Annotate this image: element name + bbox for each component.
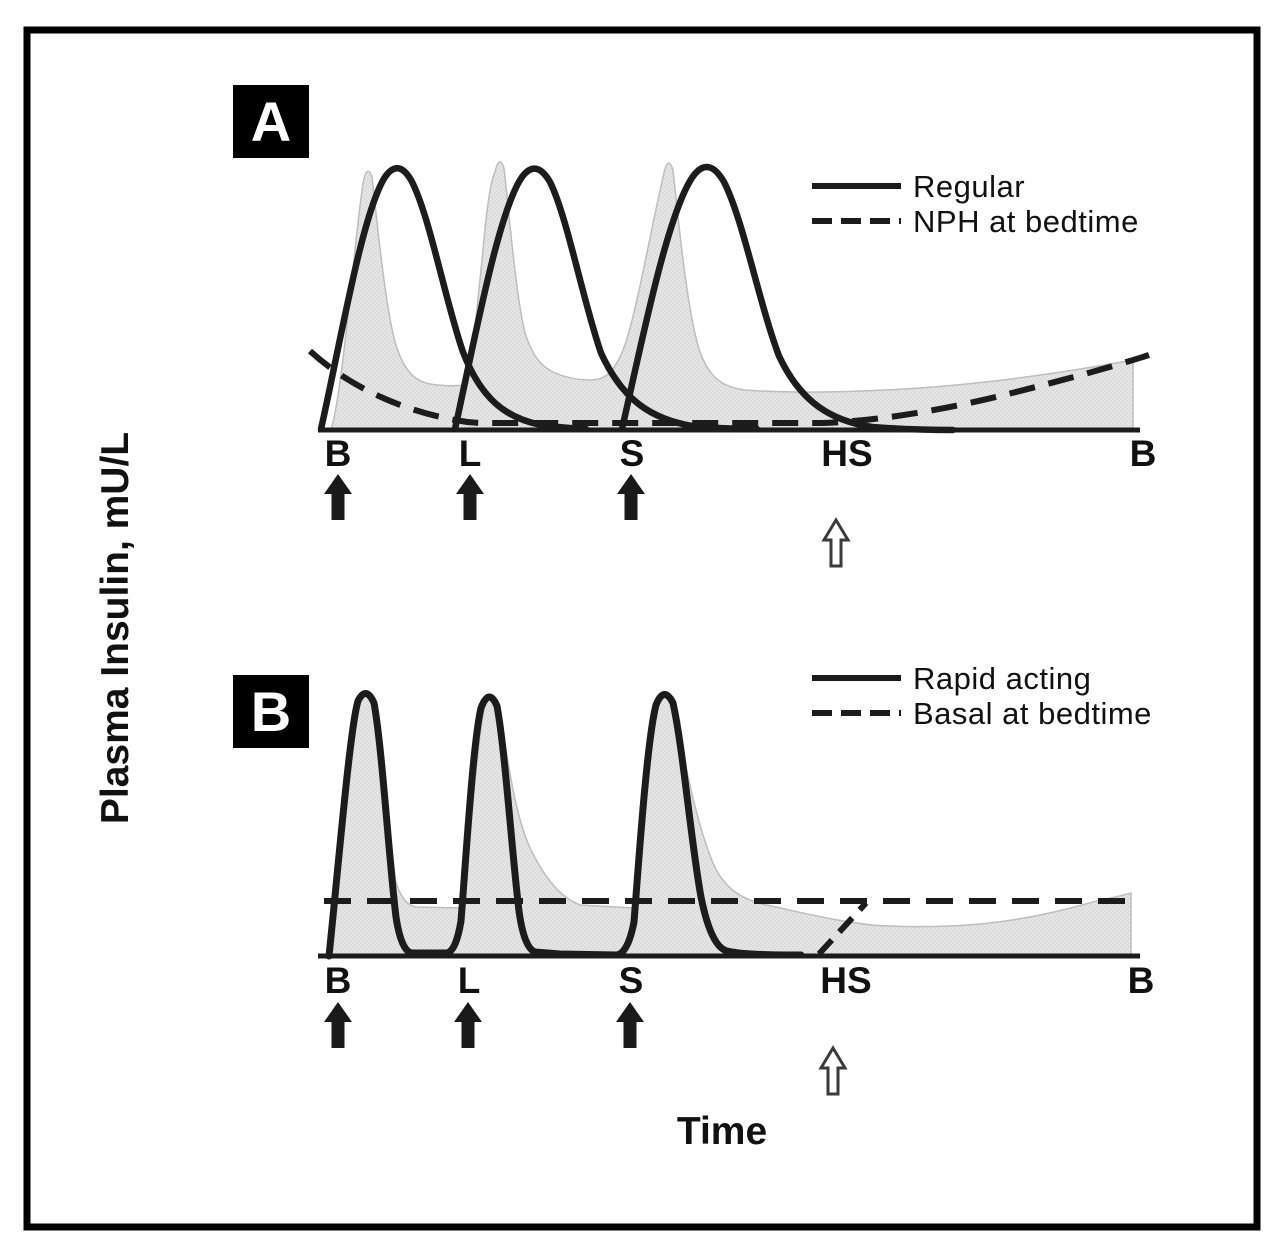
panel-a-legend-dashed-label: NPH at bedtime [913, 204, 1139, 239]
panel-a-tick-next-breakfast: B [1130, 433, 1157, 474]
panel-a-tick-lunch: L [459, 433, 482, 474]
figure-border [23, 26, 1261, 1231]
panel-b-legend-dashed-label: Basal at bedtime [913, 696, 1152, 731]
panel-a-tick-breakfast: B [325, 433, 352, 474]
panel-b-label-box [233, 675, 309, 748]
panel-b-tick-lunch: L [458, 960, 481, 1001]
panel-a-label-box [233, 85, 309, 158]
panel-b-lunch-injection-arrow-icon [454, 1002, 482, 1048]
panel-a-legend: Regular NPH at bedtime [812, 169, 1139, 239]
panel-b-rapid-acting-curve [325, 690, 805, 960]
panel-a: A Regular NPH at bedtime B L S HS B [233, 85, 1157, 568]
panel-b-legend-solid-label: Rapid acting [913, 661, 1091, 696]
panel-a-regular-curve-3 [618, 163, 957, 434]
panel-a-lunch-injection-arrow-icon [456, 474, 484, 520]
panel-a-nph-curve [307, 348, 1150, 426]
panel-a-regular-curve-2 [451, 165, 761, 433]
panel-a-legend-solid-label: Regular [913, 169, 1025, 204]
panel-b-basal-onset-segment [816, 900, 869, 957]
panel-b-tick-next-breakfast: B [1128, 960, 1155, 1001]
panel-a-bedtime-injection-open-arrow-icon [821, 517, 851, 568]
panel-b-breakfast-injection-arrow-icon [324, 1002, 352, 1048]
panel-b-bedtime-injection-open-arrow-icon [818, 1045, 848, 1096]
x-axis-title: Time [677, 1110, 767, 1153]
panel-a-tick-bedtime: HS [821, 433, 872, 474]
panel-b: B Rapid acting Basal at bedtime B L S HS… [233, 661, 1155, 1096]
panel-a-endogenous-area [329, 161, 1134, 431]
panel-b-label: B [251, 680, 291, 743]
panel-a-supper-injection-arrow-icon [617, 474, 645, 520]
panel-b-endogenous-area [330, 694, 1132, 957]
panel-a-regular-curve-1 [317, 165, 590, 433]
panel-a-label: A [251, 90, 291, 153]
y-axis-title: Plasma Insulin, mU/L [94, 432, 137, 824]
panel-b-tick-breakfast: B [325, 960, 352, 1001]
panel-b-supper-injection-arrow-icon [616, 1002, 644, 1048]
panel-b-tick-supper: S [619, 960, 644, 1001]
panel-a-breakfast-injection-arrow-icon [324, 474, 352, 520]
panel-b-tick-bedtime: HS [820, 960, 871, 1001]
panel-b-legend: Rapid acting Basal at bedtime [812, 661, 1152, 731]
panel-a-tick-supper: S [620, 433, 645, 474]
